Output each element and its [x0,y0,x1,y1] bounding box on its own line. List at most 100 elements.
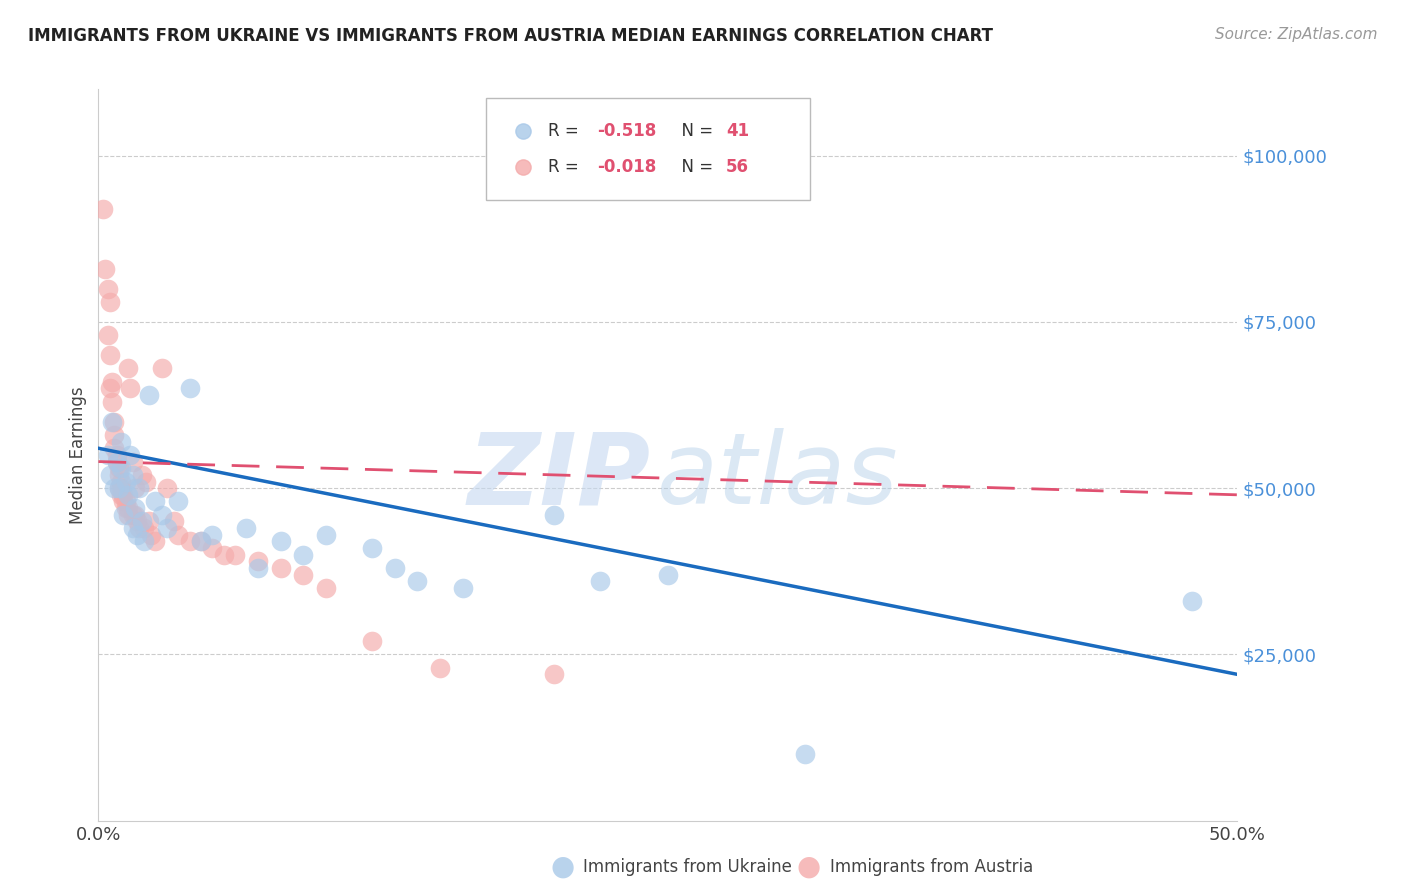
Point [167,494,190,508]
Point [167,527,190,541]
Text: IMMIGRANTS FROM UKRAINE VS IMMIGRANTS FROM AUSTRIA MEDIAN EARNINGS CORRELATION C: IMMIGRANTS FROM UKRAINE VS IMMIGRANTS FR… [28,27,993,45]
Text: 41: 41 [725,122,749,140]
Point [201,527,224,541]
Point [156,521,179,535]
Point [131,515,153,529]
FancyBboxPatch shape [485,98,810,201]
Point [98,467,121,482]
Point [121,467,143,482]
Point [138,515,160,529]
Point [98,295,121,310]
Point [292,548,315,562]
Text: ●: ● [550,853,575,881]
Point [451,581,474,595]
Point [135,475,157,489]
Y-axis label: Median Earnings: Median Earnings [69,386,87,524]
Point [117,501,139,516]
Point [384,561,406,575]
Point [315,527,337,541]
Point [131,467,153,482]
Point [110,461,132,475]
Point [657,567,679,582]
Point [98,381,121,395]
Point [190,534,212,549]
Point [292,567,315,582]
Point [117,361,139,376]
Point [121,454,143,468]
Point [108,481,131,495]
Point [101,415,124,429]
Point [103,428,125,442]
Point [105,448,128,462]
Point [145,494,167,508]
Point [127,527,149,541]
Point [110,434,132,449]
Point [114,501,136,516]
Text: -0.518: -0.518 [598,122,657,140]
Point [179,381,201,395]
Point [270,561,292,575]
Point [224,548,246,562]
Point [793,747,815,761]
Point [235,521,257,535]
Point [128,481,150,495]
Text: ZIP: ZIP [468,428,651,525]
Point [124,508,146,522]
Point [543,508,565,522]
Point [360,634,382,648]
Point [360,541,382,555]
Point [114,475,136,489]
Text: N =: N = [671,122,718,140]
Point [96,282,118,296]
Point [105,454,128,468]
Point [101,394,124,409]
Point [98,348,121,362]
Point [110,475,132,489]
Point [120,448,142,462]
Text: -0.018: -0.018 [598,159,657,177]
Point [121,521,143,535]
Point [112,508,135,522]
Point [112,488,135,502]
Point [112,494,135,508]
Text: N =: N = [671,159,718,177]
Point [150,361,173,376]
Point [103,481,125,495]
Point [156,481,179,495]
Point [103,442,125,456]
Point [124,501,146,516]
Point [201,541,224,555]
Point [117,488,139,502]
Point [108,481,131,495]
Point [406,574,429,589]
Point [94,261,117,276]
Point [91,202,114,216]
Text: atlas: atlas [657,428,898,525]
Point [132,534,155,549]
Point [124,481,146,495]
Point [96,448,118,462]
Point [132,521,155,535]
Text: ●: ● [796,853,821,881]
Text: 56: 56 [725,159,749,177]
Text: Immigrants from Austria: Immigrants from Austria [830,858,1033,876]
Point [139,527,162,541]
Point [127,515,149,529]
Point [212,548,235,562]
Point [101,375,124,389]
Point [588,574,610,589]
Point [190,534,212,549]
Point [117,508,139,522]
Point [121,508,143,522]
Text: R =: R = [548,122,585,140]
Point [114,494,136,508]
Point [1181,594,1204,608]
Point [162,515,184,529]
Point [246,554,269,568]
Text: Immigrants from Ukraine: Immigrants from Ukraine [583,858,793,876]
Point [543,667,565,681]
Point [108,467,131,482]
Point [110,488,132,502]
Point [429,661,451,675]
Point [103,415,125,429]
